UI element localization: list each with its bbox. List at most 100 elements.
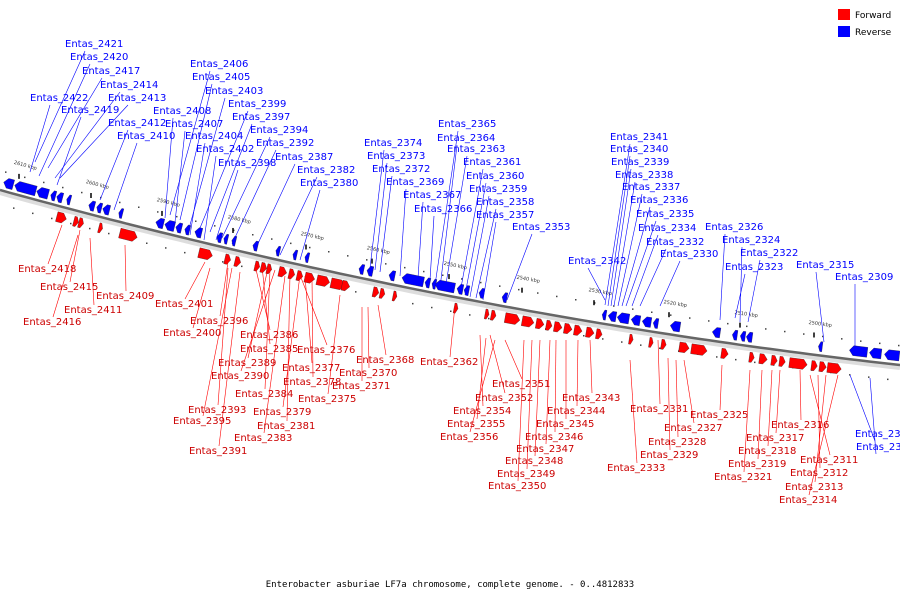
reverse-callout [47,77,103,169]
tick-mark [146,242,148,244]
reverse-gene-label: Entas_2421 [65,39,123,50]
reverse-gene-arrow [358,264,366,275]
tick-mark [556,295,558,298]
forward-callout [47,224,63,265]
tick-mark [423,270,425,273]
forward-callout [504,339,523,380]
reverse-callout [215,169,239,241]
reverse-callout [34,50,86,163]
reverse-gene-label: Entas_2357 [476,210,534,221]
tick-mark [849,374,851,376]
forward-gene-label: Entas_2391 [189,446,247,457]
forward-gene-label: Entas_2416 [23,317,81,328]
tick-mark [431,306,433,309]
reverse-gene-label: Entas_2360 [466,171,524,182]
forward-gene-label: Entas_2350 [488,481,546,492]
reverse-gene-label: Entas_2399 [228,99,286,110]
forward-gene-arrow [818,361,827,372]
reverse-gene-arrow [155,218,165,230]
forward-gene-label: Entas_2368 [356,355,414,366]
reverse-gene-arrow [670,321,682,333]
forward-callout [311,277,314,378]
tick-mark [450,310,452,312]
reverse-gene-arrow [275,245,282,257]
forward-gene-arrow [628,333,634,345]
forward-callout [489,334,506,394]
reverse-gene-arrow [292,249,299,261]
reverse-gene-arrow [602,309,608,321]
tick-mark [5,171,7,173]
reverse-gene-label: Entas_2412 [108,118,166,129]
forward-callout [554,339,557,433]
forward-gene-arrow [758,353,768,365]
tick-mark [62,186,64,189]
reverse-gene-label: Entas_2323 [725,262,783,273]
reverse-callout [209,123,253,233]
tick-mark [803,333,805,335]
reverse-callout [203,155,217,241]
reverse-callout [179,83,213,221]
forward-gene-arrow [678,341,690,353]
tick-mark [735,358,737,361]
tick-mark [879,342,881,345]
scale-label: 2580 kbp [227,214,251,225]
reverse-gene-arrow [164,220,176,232]
forward-gene-arrow [287,268,295,280]
forward-gene-label: Entas_2377 [282,363,340,374]
reverse-gene-label: Entas_2308 [856,442,900,453]
forward-callout [799,369,802,421]
reverse-gene-label: Entas_2413 [108,93,166,104]
reverse-gene-label: Entas_2364 [437,133,495,144]
reverse-gene-label: Entas_2408 [153,106,211,117]
reverse-gene-arrow [631,314,642,326]
tick-mark [271,238,273,240]
reverse-gene-arrow [434,279,456,294]
tick-mark [621,341,623,343]
reverse-gene-arrow [501,292,509,304]
reverse-gene-label: Entas_2414 [100,80,158,91]
chromosome-axis [0,188,900,370]
reverse-gene-arrow [223,233,230,245]
reverse-gene-arrow [884,349,900,362]
reverse-gene-label: Entas_2380 [300,178,358,189]
forward-callout [449,304,456,358]
forward-gene-label: Entas_2411 [64,305,122,316]
tick-mark [241,265,243,268]
reverse-gene-label: Entas_2374 [364,138,422,149]
axis-line [0,188,900,367]
forward-gene-arrow [545,319,553,331]
tick-mark [640,344,642,346]
reverse-gene-arrow [252,240,260,252]
tick-mark [328,251,330,253]
forward-gene-label: Entas_2393 [188,405,246,416]
forward-gene-arrow [340,280,350,292]
reverse-callout [610,168,632,307]
reverse-gene-arrow [642,316,653,328]
reverse-gene-labels: Entas_2421 Entas_2420 Entas_2417 Entas_2414… [30,39,900,453]
forward-callout [589,339,593,394]
tick-mark [89,227,91,230]
reverse-callout [617,193,643,307]
forward-gene-arrow [504,312,521,325]
forward-callout [817,374,821,469]
tick-mark [366,259,368,261]
forward-callout [683,359,695,424]
reverse-callout [254,163,296,251]
forward-gene-label: Entas_2319 [728,459,786,470]
forward-gene-label: Entas_2318 [738,446,796,457]
forward-callout [192,267,211,329]
reverse-callout [369,149,385,269]
forward-gene-arrow [690,343,708,356]
tick-mark [32,212,34,215]
legend-forward-swatch [838,9,850,20]
forward-gene-label: Entas_2344 [547,406,605,417]
reverse-gene-arrow [184,224,192,236]
reverse-gene-label: Entas_2336 [630,195,688,206]
forward-gene-label: Entas_2379 [253,407,311,418]
forward-gene-label: Entas_2333 [607,463,665,474]
tick-mark [347,255,349,257]
reverse-gene-label: Entas_2392 [256,138,314,149]
forward-gene-label: Entas_2314 [779,495,837,506]
forward-gene-label: Entas_2381 [257,421,315,432]
